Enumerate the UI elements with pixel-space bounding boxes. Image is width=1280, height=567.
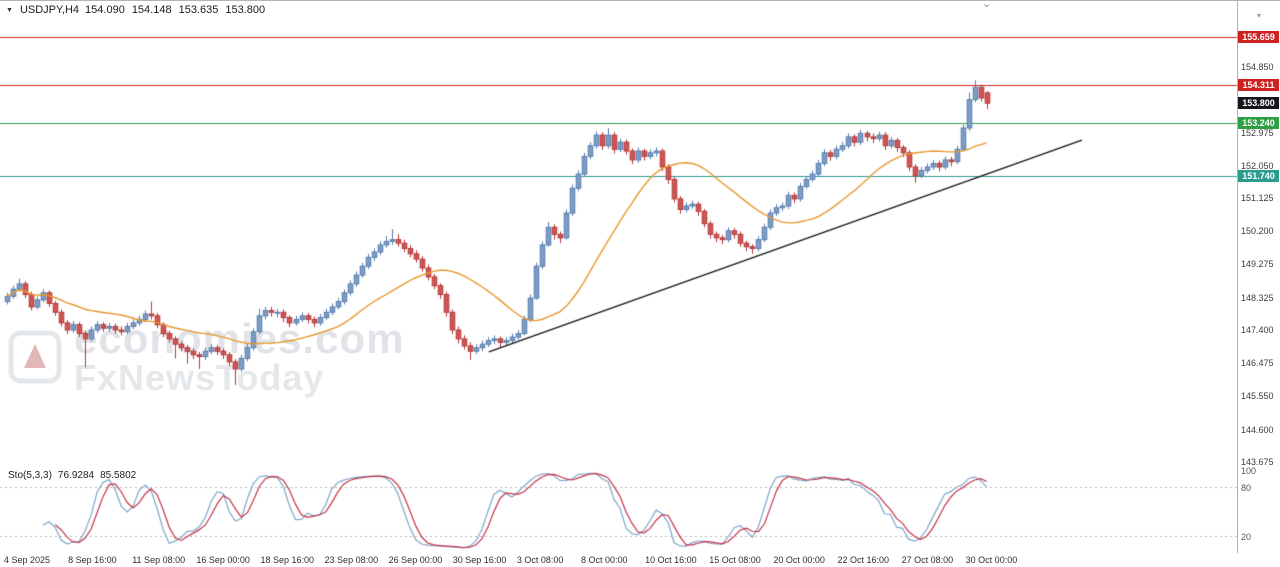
indicator-scale-label: 20 [1241,532,1252,543]
date-label: 4 Sep 2025 [4,555,51,565]
price-scale-separator [1237,0,1238,553]
date-label: 10 Oct 16:00 [645,555,697,565]
date-label: 20 Oct 00:00 [773,555,825,565]
price-tick-label: 143.675 [1241,457,1274,468]
quote-open: 154.090 [85,4,125,16]
date-label: 23 Sep 08:00 [324,555,379,565]
price-tick-label: 154.850 [1241,61,1274,72]
latest-bar-marker-icon: ⌄ [982,0,992,10]
indicator-scale-label: 80 [1241,482,1252,493]
price-tick-label: 149.275 [1241,259,1274,270]
date-label: 30 Sep 16:00 [452,555,507,565]
time-axis[interactable]: 4 Sep 2025 8 Sep 16:00 11 Sep 08:00 16 Sep … [0,555,1237,567]
level-price-tag: 155.659 [1238,31,1279,44]
date-label: 18 Sep 16:00 [260,555,314,565]
symbol-info: ▼ USDJPY,H4 154.090 154.148 153.635 153.… [6,4,265,16]
date-label: 8 Sep 16:00 [68,555,117,565]
price-tick-label: 145.550 [1241,391,1274,402]
date-label: 27 Oct 08:00 [901,555,954,565]
indicator-scale-label: 100 [1241,466,1257,476]
date-label: 8 Oct 00:00 [581,555,628,565]
price-scale-arrow-icon: ▾ [1257,11,1262,20]
price-tick-label: 147.400 [1241,325,1274,336]
date-label: 30 Oct 00:00 [965,555,1018,565]
quote-low: 153.635 [178,4,219,16]
dropdown-icon[interactable]: ▼ [6,6,13,14]
price-tick-label: 146.475 [1241,358,1274,369]
date-label: 11 Sep 08:00 [132,555,186,565]
symbol-label: USDJPY,H4 [19,4,80,16]
date-label: 26 Sep 00:00 [388,555,443,565]
price-tick-label: 152.975 [1241,127,1274,138]
price-tick-label: 150.200 [1241,226,1274,237]
price-tick-label: 151.125 [1241,193,1274,204]
level-price-tag: 154.311 [1238,79,1279,92]
price-tick-label: 144.600 [1241,424,1274,435]
quote-close: 153.800 [225,4,266,16]
date-label: 22 Oct 16:00 [837,555,889,565]
indicator-value-2: 85.5802 [100,470,137,481]
indicator-value-1: 76.9284 [57,470,95,481]
price-scale[interactable]: 154.850 152.975 152.050 151.125 150.200 149.2… [1238,0,1280,553]
date-label: 16 Sep 00:00 [196,555,250,565]
price-tick-label: 148.325 [1241,292,1274,303]
level-price-tag: 151.740 [1238,170,1279,183]
current-price-tag: 153.800 [1238,97,1279,110]
level-price-tag: 153.240 [1238,117,1279,130]
date-label: 15 Oct 08:00 [709,555,761,565]
timeaxis-separator [0,0,1280,1]
price-tick-label: 152.050 [1241,160,1274,171]
indicator-label: Sto(5,3,3) 76.9284 85.5802 [8,470,142,481]
quote-high: 154.148 [131,4,172,16]
indicator-name: Sto(5,3,3) [8,470,52,481]
date-label: 3 Oct 08:00 [516,555,564,565]
